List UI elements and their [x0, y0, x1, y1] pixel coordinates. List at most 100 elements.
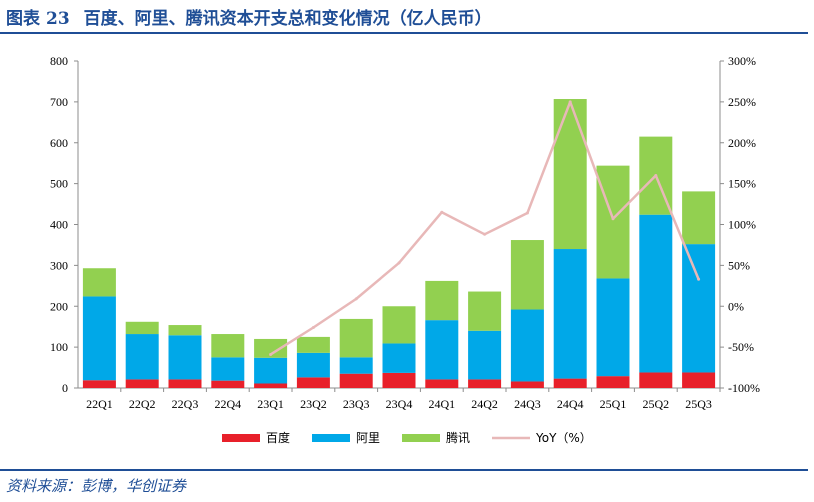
bar-segment: [296, 352, 330, 378]
right-tick-label: 150%: [728, 177, 756, 191]
bar-segment: [425, 320, 459, 380]
x-tick-label: 23Q3: [343, 397, 370, 411]
legend-label: 腾讯: [446, 430, 470, 445]
bar-segment: [596, 278, 630, 377]
bar-segment: [296, 336, 330, 353]
left-tick-label: 700: [50, 95, 68, 109]
left-tick-label: 800: [50, 54, 68, 68]
source-note: 资料来源：彭博，华创证券: [6, 477, 187, 495]
left-tick-label: 300: [50, 258, 68, 272]
bar-segment: [339, 373, 373, 388]
right-tick-label: 250%: [728, 95, 756, 109]
yoy-point: [483, 232, 487, 236]
legend-label: YoY（%）: [535, 431, 592, 445]
bar-segment: [125, 321, 159, 335]
right-tick-label: 50%: [728, 258, 750, 272]
x-tick-label: 22Q3: [172, 397, 199, 411]
yoy-point: [440, 210, 444, 214]
bar-segment: [254, 338, 288, 358]
legend-item: 百度: [222, 430, 290, 445]
x-tick-label: 24Q2: [471, 397, 498, 411]
bar-segment: [682, 244, 716, 373]
x-tick-label: 24Q4: [557, 397, 584, 411]
bar-segment: [510, 309, 544, 382]
left-tick-label: 100: [50, 340, 68, 354]
left-tick-label: 500: [50, 177, 68, 191]
bar-segment: [596, 165, 630, 279]
yoy-point: [269, 352, 273, 356]
legend-swatch: [222, 434, 260, 442]
x-tick-label: 23Q2: [300, 397, 327, 411]
bar-segment: [211, 357, 245, 381]
legend-item: 阿里: [312, 431, 380, 445]
bar-segment: [425, 280, 459, 321]
bar-segment: [125, 379, 159, 388]
figure-title: 百度、阿里、腾讯资本开支总和变化情况（亿人民币）: [83, 9, 492, 29]
bar-segment: [125, 334, 159, 380]
left-tick-label: 200: [50, 299, 68, 313]
bar-segment: [82, 380, 116, 388]
yoy-point: [611, 217, 615, 221]
left-tick-label: 400: [50, 218, 68, 232]
figure-label: 图表: [6, 9, 40, 29]
right-tick-label: 0%: [728, 299, 744, 313]
footer-divider: [0, 469, 808, 471]
bar-segment: [639, 214, 673, 373]
x-tick-label: 24Q3: [514, 397, 541, 411]
bar-segment: [468, 379, 502, 388]
bar-segment: [510, 381, 544, 388]
right-tick-label: -50%: [728, 340, 754, 354]
x-tick-label: 25Q1: [600, 397, 627, 411]
bar-segment: [468, 330, 502, 380]
yoy-point: [568, 100, 572, 104]
yoy-point: [525, 211, 529, 215]
x-tick-label: 22Q2: [129, 397, 156, 411]
bar-segment: [82, 296, 116, 381]
legend-swatch: [312, 434, 350, 442]
figure-number: 23: [46, 9, 70, 29]
bar-segment: [682, 372, 716, 388]
chart-title: 图表 23 百度、阿里、腾讯资本开支总和变化情况（亿人民币）: [6, 4, 492, 29]
bar-segment: [339, 357, 373, 374]
legend-item: 腾讯: [402, 430, 470, 445]
x-tick-label: 22Q4: [214, 397, 241, 411]
bar-segment: [82, 268, 116, 297]
bar-segment: [296, 377, 330, 388]
right-tick-label: -100%: [728, 381, 760, 395]
bar-segment: [211, 380, 245, 388]
legend-item: YoY（%）: [492, 431, 592, 445]
bar-segment: [553, 99, 587, 250]
left-tick-label: 600: [50, 136, 68, 150]
bar-segment: [168, 325, 202, 336]
left-tick-label: 0: [62, 381, 68, 395]
x-tick-label: 25Q2: [642, 397, 669, 411]
yoy-point: [354, 297, 358, 301]
bar-segment: [382, 343, 416, 373]
title-divider: [0, 32, 808, 34]
bar-segment: [553, 249, 587, 379]
x-tick-label: 25Q3: [685, 397, 712, 411]
bar-segment: [254, 383, 288, 388]
legend-label: 百度: [266, 430, 290, 445]
x-tick-label: 23Q1: [257, 397, 284, 411]
x-tick-label: 24Q1: [428, 397, 455, 411]
bar-segment: [382, 306, 416, 344]
yoy-point: [311, 326, 315, 330]
right-tick-label: 100%: [728, 218, 756, 232]
bar-segment: [553, 378, 587, 388]
x-tick-label: 23Q4: [386, 397, 413, 411]
legend-swatch: [402, 434, 440, 442]
bar-segment: [211, 334, 245, 358]
bar-segment: [682, 191, 716, 245]
bar-segment: [168, 335, 202, 380]
yoy-point: [654, 173, 658, 177]
legend-label: 阿里: [356, 431, 380, 445]
bar-segment: [339, 318, 373, 358]
bar-segment: [596, 376, 630, 388]
yoy-point: [697, 277, 701, 281]
bar-segment: [254, 357, 288, 384]
bar-segment: [382, 372, 416, 388]
x-tick-label: 22Q1: [86, 397, 113, 411]
bar-segment: [468, 291, 502, 331]
